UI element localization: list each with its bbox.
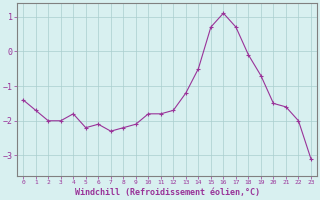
X-axis label: Windchill (Refroidissement éolien,°C): Windchill (Refroidissement éolien,°C) [75, 188, 260, 197]
